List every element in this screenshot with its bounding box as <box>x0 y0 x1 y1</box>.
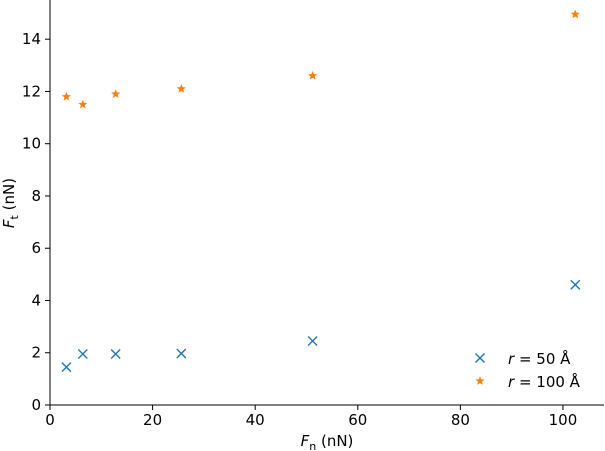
y-tick-label: 6 <box>31 239 41 257</box>
y-tick-label: 2 <box>31 344 41 362</box>
y-tick-label: 14 <box>22 30 41 48</box>
data-point-r100 <box>176 84 186 93</box>
data-point-r50 <box>570 279 581 290</box>
y-tick-label: 10 <box>22 135 41 153</box>
x-tick-label: 60 <box>348 411 367 429</box>
legend-symbol-r50 <box>475 353 485 363</box>
legend-marker-r100 <box>475 376 485 385</box>
data-point-r50 <box>176 348 187 359</box>
axes: 0 20 40 60 80 100 0 2 4 6 8 10 12 14 <box>22 0 604 429</box>
data-point-r100 <box>111 89 121 98</box>
x-tick-label: 20 <box>143 411 162 429</box>
legend-box <box>462 338 598 398</box>
x-axis-label: Fn (nN) <box>301 432 354 451</box>
data-point-r100 <box>78 99 88 109</box>
x-tick-label: 40 <box>246 411 265 429</box>
y-tick-label: 12 <box>22 82 41 100</box>
y-tick-label: 8 <box>31 187 41 205</box>
legend-marker-r50 <box>475 353 485 363</box>
data-point-r100 <box>61 91 71 101</box>
legend-label-r50: r = 50 Å <box>508 349 571 368</box>
x-tick-label: 0 <box>45 411 55 429</box>
y-tick-label: 0 <box>31 396 41 414</box>
data-point-r100 <box>308 70 318 80</box>
y-tick-label: 4 <box>31 291 41 309</box>
data-point-r50 <box>110 349 121 360</box>
x-tick-label: 80 <box>451 411 470 429</box>
data-point-r50 <box>61 362 72 373</box>
data-point-r50 <box>77 349 88 360</box>
legend-label-r100: r = 100 Å <box>508 372 581 391</box>
data-point-r100 <box>570 9 580 19</box>
data-marks <box>61 9 581 373</box>
data-point-r50 <box>307 335 318 346</box>
y-axis-label: Ft (nN) <box>0 178 21 228</box>
x-tick-label: 100 <box>549 411 578 429</box>
legend: r = 50 Å r = 100 Å <box>462 338 598 398</box>
legend-symbol-r100 <box>475 376 485 385</box>
